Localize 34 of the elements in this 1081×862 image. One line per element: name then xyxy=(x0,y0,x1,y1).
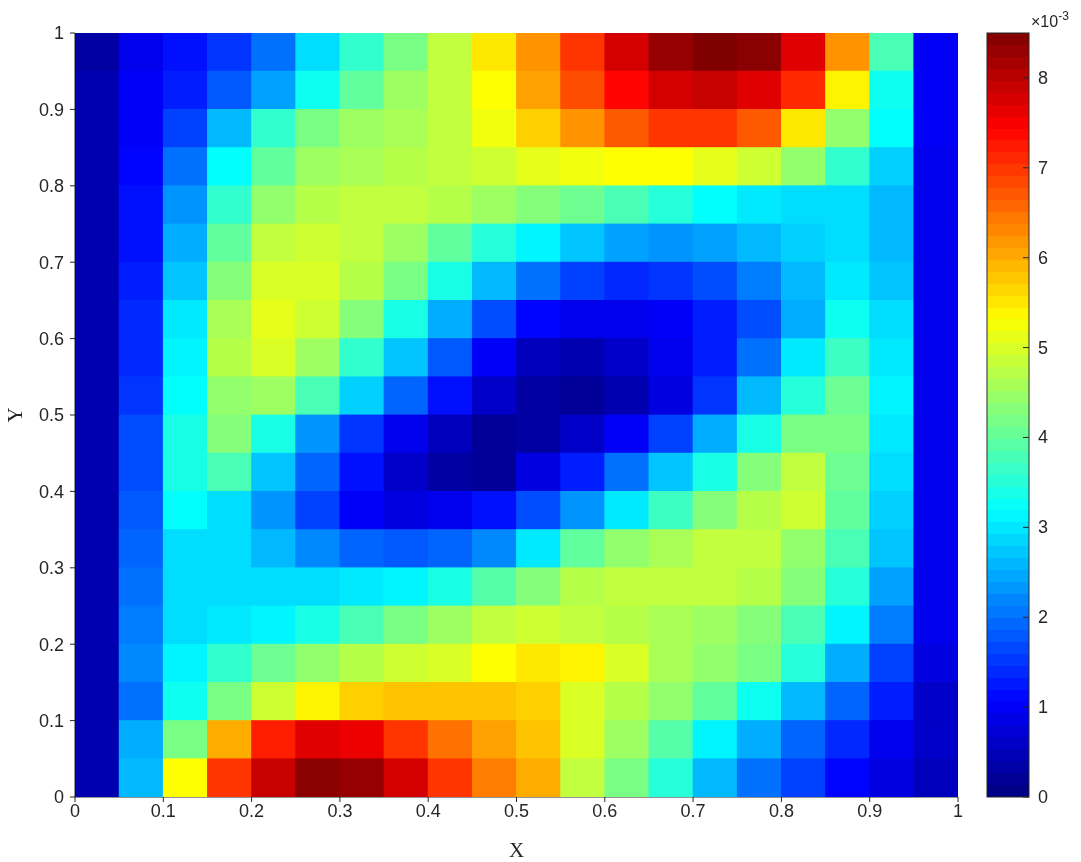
y-tick-label: 1 xyxy=(53,23,64,44)
y-tick-label: 0 xyxy=(53,787,64,808)
color-bar-label: 5 xyxy=(1038,337,1049,358)
y-tick-label: 0.9 xyxy=(38,99,64,120)
color-bar-label: 0 xyxy=(1038,787,1049,807)
color-bar-title: ×10$^{-3}$ xyxy=(1031,9,1070,30)
x-tick-label: 0.2 xyxy=(239,800,265,821)
y-tick-label: 0.6 xyxy=(38,328,64,349)
y-axis-title: Y xyxy=(3,407,27,423)
x-tick-label: 0.4 xyxy=(415,800,441,821)
y-tick-label: 0.1 xyxy=(38,710,64,731)
y-tick-label: 0.2 xyxy=(38,634,64,655)
color-bar-label: 2 xyxy=(1038,607,1049,628)
color-bar-label: 8 xyxy=(1038,67,1049,88)
x-tick-label: 0.7 xyxy=(680,800,706,821)
color-bar-label: 3 xyxy=(1038,517,1049,538)
y-tick-label: 0.7 xyxy=(38,252,64,273)
x-tick-label: 0 xyxy=(69,800,81,821)
color-bar-label: 7 xyxy=(1038,157,1049,178)
color-bar-label: 6 xyxy=(1038,247,1049,268)
y-tick-label: 0.5 xyxy=(38,405,64,426)
x-tick-label: 0.5 xyxy=(503,800,530,821)
x-tick-label: 0.3 xyxy=(327,800,353,821)
x-axis-title: X xyxy=(508,838,525,862)
color-bar-label: 1 xyxy=(1038,697,1049,718)
x-tick-label: 0.6 xyxy=(592,800,618,821)
x-tick-label: 0.1 xyxy=(150,800,176,821)
x-tick-label: 0.8 xyxy=(768,800,794,821)
x-tick-label: 0.9 xyxy=(857,800,883,821)
x-tick-label: 1 xyxy=(952,800,964,821)
color-bar-label: 4 xyxy=(1038,427,1049,448)
y-tick-label: 0.3 xyxy=(38,558,64,579)
y-tick-label: 0.4 xyxy=(38,481,64,502)
y-tick-label: 0.8 xyxy=(38,176,64,197)
